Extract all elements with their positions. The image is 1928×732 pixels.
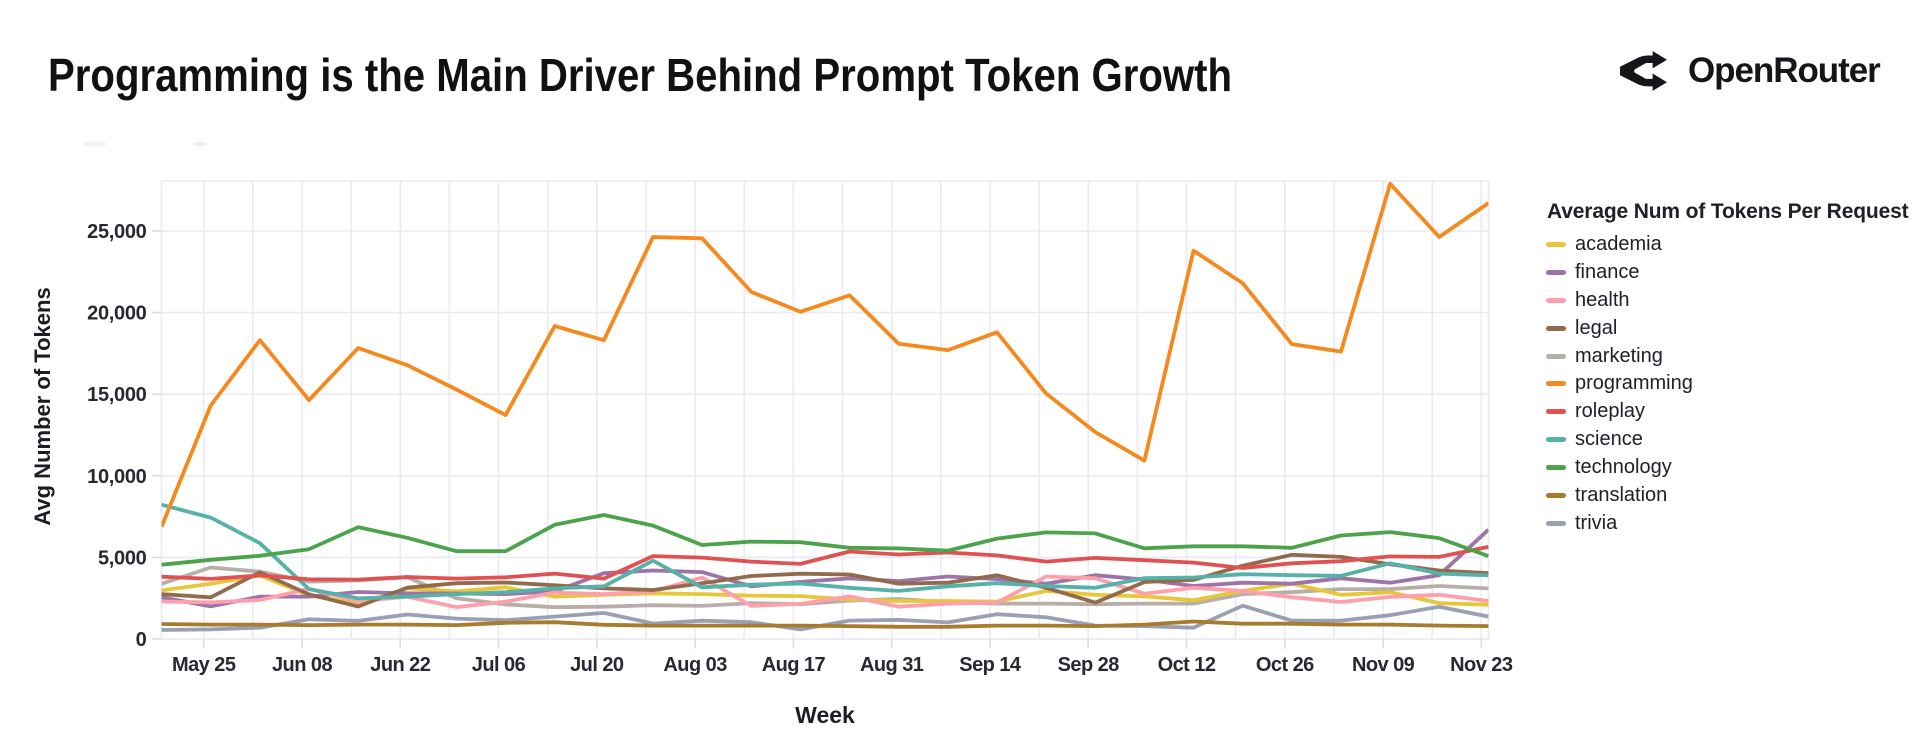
svg-text:Nov 23: Nov 23 (1450, 654, 1513, 676)
svg-text:May 25: May 25 (172, 654, 236, 676)
svg-text:Sep 28: Sep 28 (1058, 654, 1120, 676)
svg-text:Nov 09: Nov 09 (1352, 654, 1415, 676)
svg-text:0: 0 (136, 629, 147, 651)
svg-text:Aug 03: Aug 03 (663, 654, 727, 676)
svg-text:25,000: 25,000 (87, 221, 147, 243)
svg-text:Jun 22: Jun 22 (370, 654, 430, 676)
svg-text:5,000: 5,000 (98, 547, 147, 569)
svg-text:20,000: 20,000 (87, 303, 147, 325)
svg-text:Avg Number of Tokens: Avg Number of Tokens (30, 287, 55, 525)
svg-text:Aug 17: Aug 17 (762, 654, 826, 676)
svg-text:Sep 14: Sep 14 (959, 654, 1022, 676)
svg-text:Oct 26: Oct 26 (1256, 654, 1314, 676)
svg-text:Jul 06: Jul 06 (472, 654, 526, 676)
svg-text:Oct 12: Oct 12 (1158, 654, 1216, 676)
svg-text:Jul 20: Jul 20 (570, 654, 624, 676)
svg-text:Aug 31: Aug 31 (860, 654, 924, 676)
svg-text:Jun 08: Jun 08 (272, 654, 332, 676)
svg-text:15,000: 15,000 (87, 384, 147, 406)
svg-text:10,000: 10,000 (87, 466, 147, 488)
svg-text:Week: Week (795, 702, 855, 728)
